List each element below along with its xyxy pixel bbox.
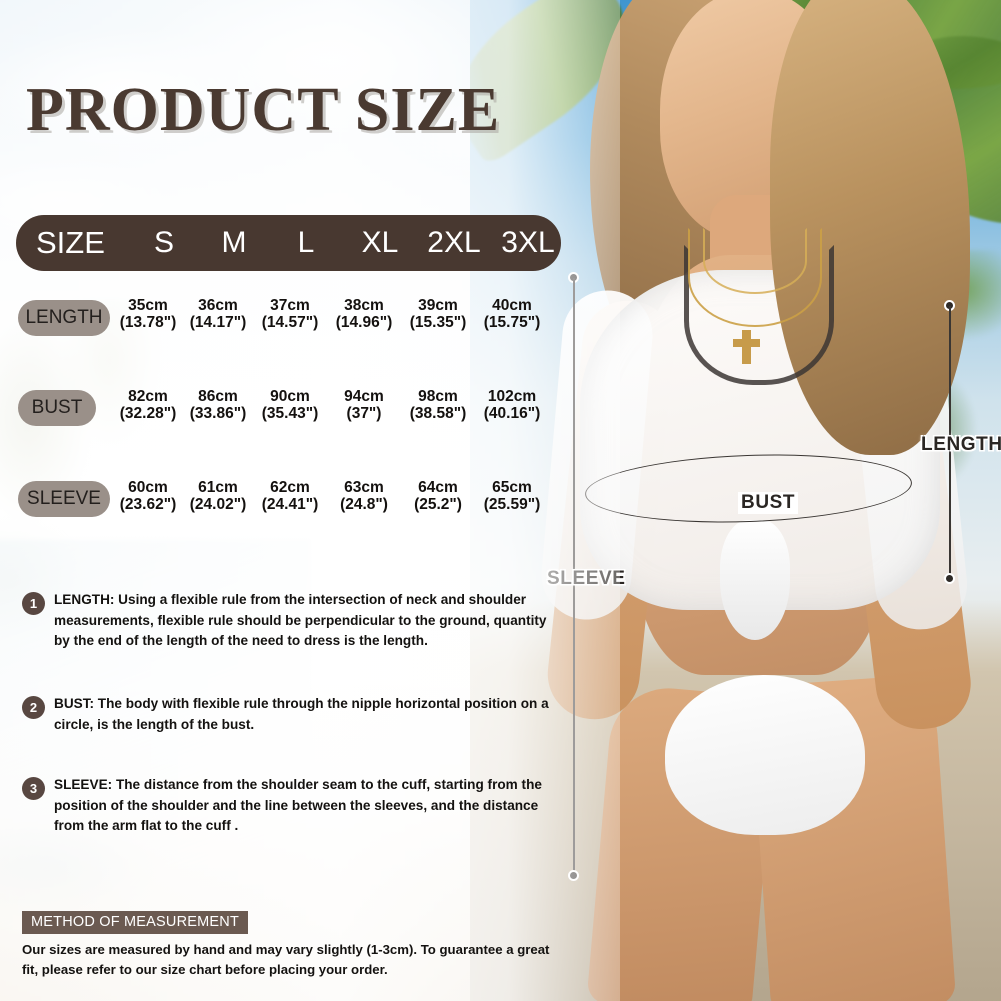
cell-cm: 61cm	[198, 479, 238, 496]
cell-bust-s: 82cm (32.28")	[113, 388, 183, 423]
note-number-badge: 2	[22, 696, 45, 719]
size-header-xl: XL	[361, 226, 399, 259]
cell-cm: 62cm	[270, 479, 310, 496]
model-hair-right	[770, 0, 970, 455]
cell-inch: (25.59")	[483, 496, 541, 514]
cell-sleeve-s: 60cm (23.62")	[113, 479, 183, 514]
cover-up-knot	[720, 520, 790, 640]
cross-pendant-icon	[733, 330, 760, 364]
note-text: SLEEVE: The distance from the shoulder s…	[54, 777, 542, 834]
cell-inch: (14.17")	[189, 314, 247, 332]
cell-bust-xl: 94cm (37")	[329, 388, 399, 423]
necklace-icon	[688, 228, 822, 327]
note-item-bust: 2 BUST: The body with flexible rule thro…	[20, 694, 560, 735]
size-header-label: SIZE	[36, 225, 105, 260]
cell-bust-2xl: 98cm (38.58")	[403, 388, 473, 423]
cell-inch: (23.62")	[119, 496, 177, 514]
row-label-length: LENGTH	[18, 300, 110, 336]
cell-cm: 40cm	[492, 297, 532, 314]
cell-cm: 65cm	[492, 479, 532, 496]
cell-cm: 94cm	[344, 388, 384, 405]
cover-up-collar	[684, 245, 834, 385]
cell-length-m: 36cm (14.17")	[183, 297, 253, 332]
cell-cm: 60cm	[128, 479, 168, 496]
row-divider	[14, 362, 555, 363]
cell-length-xl: 38cm (14.96")	[329, 297, 399, 332]
note-item-sleeve: 3 SLEEVE: The distance from the shoulder…	[20, 775, 560, 837]
cell-cm: 63cm	[344, 479, 384, 496]
page-title: PRODUCT SIZE	[26, 76, 501, 144]
cell-bust-m: 86cm (33.86")	[183, 388, 253, 423]
cell-inch: (25.2")	[414, 496, 462, 514]
row-label-bust: BUST	[18, 390, 96, 426]
cell-inch: (24.8")	[340, 496, 388, 514]
cell-bust-3xl: 102cm (40.16")	[477, 388, 547, 423]
row-divider	[14, 544, 555, 545]
cell-sleeve-3xl: 65cm (25.59")	[477, 479, 547, 514]
cell-length-s: 35cm (13.78")	[113, 297, 183, 332]
note-number-badge: 1	[22, 592, 45, 615]
cell-length-l: 37cm (14.57")	[255, 297, 325, 332]
cell-inch: (35.43")	[261, 405, 319, 423]
cell-inch: (13.78")	[119, 314, 177, 332]
cell-cm: 86cm	[198, 388, 238, 405]
cell-inch: (15.35")	[409, 314, 467, 332]
length-annotation-label: LENGTH	[921, 434, 1001, 455]
cell-sleeve-xl: 63cm (24.8")	[329, 479, 399, 514]
cell-cm: 35cm	[128, 297, 168, 314]
size-header-s: S	[153, 226, 174, 259]
note-text: BUST: The body with flexible rule throug…	[54, 696, 549, 732]
size-header-2xl: 2XL	[427, 226, 481, 259]
size-header-m: M	[221, 226, 247, 259]
cell-cm: 36cm	[198, 297, 238, 314]
cell-length-2xl: 39cm (15.35")	[403, 297, 473, 332]
cell-cm: 98cm	[418, 388, 458, 405]
cell-inch: (14.57")	[261, 314, 319, 332]
row-divider	[14, 453, 555, 454]
cell-cm: 90cm	[270, 388, 310, 405]
cell-inch: (38.58")	[409, 405, 467, 423]
cell-cm: 37cm	[270, 297, 310, 314]
necklace-icon	[703, 228, 807, 294]
cell-sleeve-m: 61cm (24.02")	[183, 479, 253, 514]
note-text: LENGTH: Using a flexible rule from the i…	[54, 592, 547, 649]
note-number-badge: 3	[22, 777, 45, 800]
cell-sleeve-l: 62cm (24.41")	[255, 479, 325, 514]
cell-inch: (24.02")	[189, 496, 247, 514]
cell-cm: 38cm	[344, 297, 384, 314]
cell-cm: 39cm	[418, 297, 458, 314]
note-item-length: 1 LENGTH: Using a flexible rule from the…	[20, 590, 560, 652]
method-of-measurement-badge: METHOD OF MEASUREMENT	[22, 911, 249, 934]
length-guide-line	[949, 306, 951, 578]
cell-inch: (40.16")	[483, 405, 541, 423]
cell-cm: 64cm	[418, 479, 458, 496]
cell-sleeve-2xl: 64cm (25.2")	[403, 479, 473, 514]
size-header-l: L	[297, 226, 315, 259]
bikini-bottom	[665, 675, 865, 835]
cell-inch: (15.75")	[483, 314, 541, 332]
cell-cm: 102cm	[487, 388, 537, 405]
cell-bust-l: 90cm (35.43")	[255, 388, 325, 423]
bust-annotation-label: BUST	[738, 492, 799, 514]
row-label-sleeve: SLEEVE	[18, 481, 110, 517]
cell-inch: (14.96")	[335, 314, 393, 332]
cell-inch: (32.28")	[119, 405, 177, 423]
cell-inch: (24.41")	[261, 496, 319, 514]
cell-inch: (37")	[346, 405, 382, 423]
size-header-3xl: 3XL	[501, 226, 555, 259]
length-guide-dot-bottom	[944, 573, 955, 584]
size-table-header-row: SIZE S M L XL 2XL 3XL	[16, 215, 561, 271]
footer-disclaimer-text: Our sizes are measured by hand and may v…	[22, 942, 550, 978]
cell-cm: 82cm	[128, 388, 168, 405]
cell-inch: (33.86")	[189, 405, 247, 423]
cell-length-3xl: 40cm (15.75")	[477, 297, 547, 332]
